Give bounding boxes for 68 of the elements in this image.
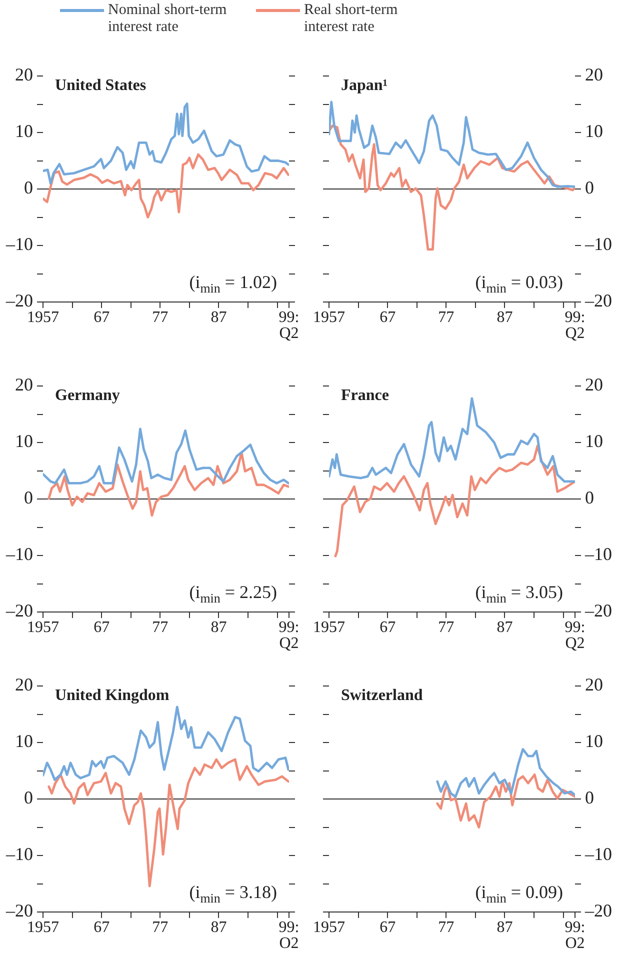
x-tick-label: 1957 [313,919,345,936]
x-tick-label: 1957 [313,309,345,326]
y-tick-label: –20 [584,900,612,921]
chart-title: Japan¹ [341,77,388,94]
y-tick-label: 10 [585,731,603,752]
chart-title: United States [55,77,146,94]
x-tick-label: 99: Q2 [564,309,586,342]
legend-label: Real short-term interest rate [304,2,399,36]
y-tick-label: 0 [24,488,33,508]
y-tick-label: 10 [15,731,33,752]
y-tick-label: 10 [585,431,603,452]
x-tick-label: 67 [380,919,396,936]
x-tick-label: 1957 [27,309,59,326]
y-tick-label: –10 [5,234,33,254]
chart-title: United Kingdom [55,687,170,704]
x-tick-label: 1957 [27,919,59,936]
chart-title: France [341,387,389,404]
x-tick-label: 87 [496,309,513,326]
y-tick-label: 10 [585,121,603,142]
x-tick-label: 99: Q2 [564,619,586,652]
y-tick-label: 20 [15,64,33,85]
y-tick-label: –20 [584,290,612,311]
x-tick-label: 67 [380,309,396,326]
y-tick-label: 0 [24,178,33,198]
legend-label: Nominal short-term interest rate [108,2,228,36]
y-tick-label: 0 [585,178,594,198]
x-tick-label: 87 [210,919,227,936]
y-tick-label: –10 [5,544,33,564]
x-tick-label: 67 [94,919,110,936]
x-tick-label: 67 [380,619,396,636]
y-tick-label: –10 [584,544,612,564]
x-tick-label: 87 [210,309,227,326]
y-tick-label: 10 [15,431,33,452]
x-tick-label: 99: Q2 [278,309,300,342]
y-tick-label: 20 [585,374,603,395]
x-tick-label: 67 [94,619,110,636]
x-tick-label: 77 [152,619,168,636]
y-tick-label: 20 [585,64,603,85]
y-tick-label: –20 [5,290,33,311]
x-tick-label: 1957 [313,619,345,636]
y-tick-label: 0 [585,788,594,808]
y-tick-label: –20 [5,600,33,621]
x-tick-label: 67 [94,309,110,326]
x-tick-label: 77 [438,619,454,636]
y-tick-label: 20 [585,674,603,695]
y-tick-label: 0 [24,788,33,808]
chart-title: Switzerland [341,687,423,704]
y-tick-label: –10 [584,234,612,254]
x-tick-label: 99: Q2 [278,619,300,652]
x-tick-label: 87 [496,919,513,936]
y-tick-label: 20 [15,674,33,695]
y-tick-label: –10 [5,844,33,864]
x-tick-label: 77 [438,309,454,326]
x-tick-label: 99: O2 [278,919,300,952]
y-tick-label: 20 [15,374,33,395]
x-tick-label: 87 [496,619,513,636]
x-tick-label: 77 [438,919,454,936]
y-tick-label: 0 [585,488,594,508]
chart-title: Germany [55,387,120,404]
x-tick-label: 77 [152,309,168,326]
y-tick-label: –10 [584,844,612,864]
x-tick-label: 99: O2 [564,919,586,952]
y-tick-label: –20 [584,600,612,621]
x-tick-label: 77 [152,919,168,936]
x-tick-label: 87 [210,619,227,636]
y-tick-label: –20 [5,900,33,921]
x-tick-label: 1957 [27,619,59,636]
y-tick-label: 10 [15,121,33,142]
